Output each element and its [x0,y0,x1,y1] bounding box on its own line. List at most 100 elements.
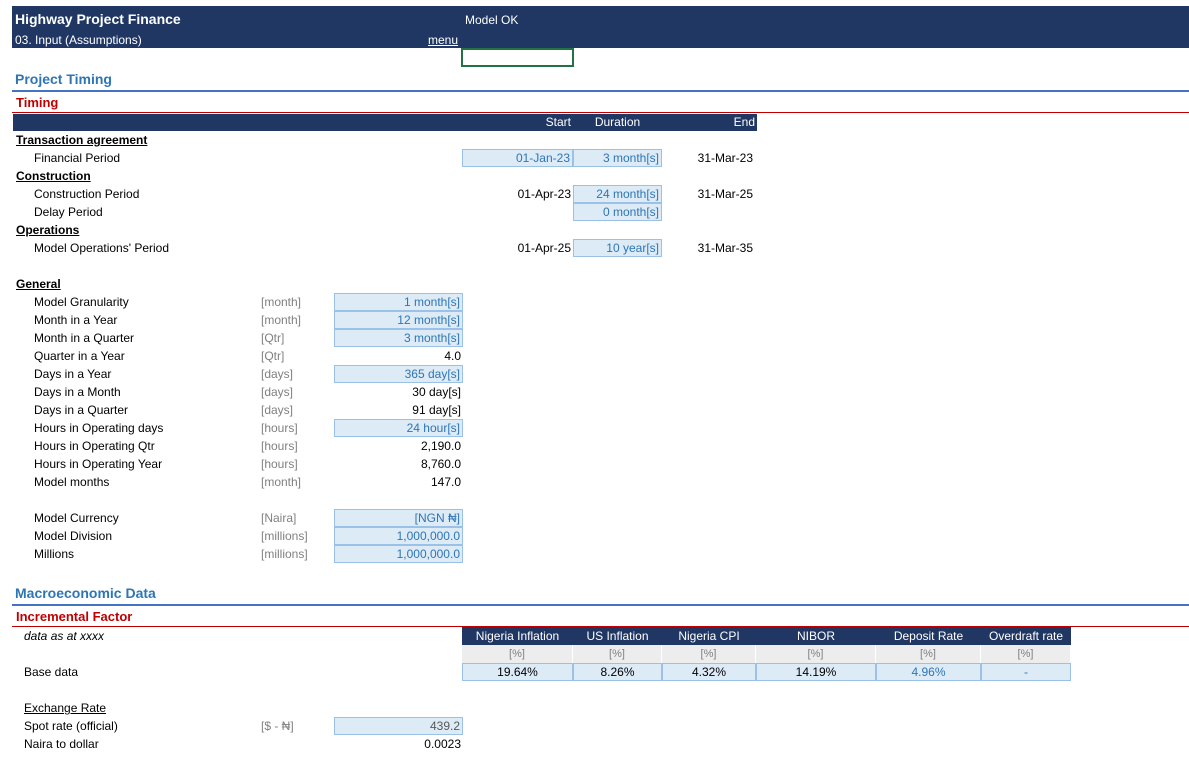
row-unit: [millions] [261,529,308,543]
row-value: 4.0 [444,349,461,363]
timing-end: 31-Mar-25 [697,187,753,201]
timing-start: 01-Apr-25 [517,241,571,255]
row-value: 8,760.0 [420,457,461,471]
timing-duration: 10 year[s] [573,239,662,257]
timing-duration: 24 month[s] [573,185,662,203]
row-label: Model Operations' Period [34,241,170,255]
row-unit: [Qtr] [261,331,285,345]
row-label: Hours in Operating Year [34,457,163,471]
macro-value: 8.26% [573,663,662,681]
row-label: Millions [34,547,75,561]
row-unit: [days] [261,385,294,399]
row-value: 1,000,000.0 [334,545,463,563]
selected-cell[interactable] [461,48,574,67]
row-value: 1,000,000.0 [334,527,463,545]
row-unit: [hours] [261,457,298,471]
row-label: Model Division [34,529,113,543]
sub-title: Timing [16,95,59,110]
macro-column: Deposit Rate [876,627,981,645]
row-value: 91 day[s] [412,403,461,417]
row-value: 439.2 [334,717,463,735]
row-unit: [hours] [261,421,298,435]
row-label: Financial Period [34,151,121,165]
menu-link[interactable]: menu [428,33,459,47]
group-heading: Transaction agreement [16,133,148,147]
row-value: 365 day[s] [334,365,463,383]
title: Highway Project Finance [15,11,181,27]
row-label: Hours in Operating days [34,421,164,435]
section-rule [12,90,1189,92]
row-label: Hours in Operating Qtr [34,439,155,453]
macro-unit: [%] [756,645,876,663]
group-heading: Exchange Rate [24,701,107,715]
row-value: 12 month[s] [334,311,463,329]
macro-column: Nigeria CPI [662,627,756,645]
macro-column: NIBOR [756,627,876,645]
row-label: Month in a Year [34,313,118,327]
row-label: Quarter in a Year [34,349,125,363]
macro-unit: [%] [573,645,662,663]
column-header: Start [545,115,571,129]
sub-title: Incremental Factor [16,609,133,624]
row-unit: [hours] [261,439,298,453]
timing-start: 01-Jan-23 [462,149,573,167]
note: data as at xxxx [24,629,105,643]
subtitle: 03. Input (Assumptions) [15,33,142,47]
row-label: Delay Period [34,205,103,219]
row-value: 0.0023 [424,737,461,751]
status: Model OK [465,13,519,27]
row-unit: [Naira] [261,511,297,525]
group-heading: Operations [16,223,80,237]
row-label: Naira to dollar [24,737,99,751]
timing-duration: 3 month[s] [573,149,662,167]
row-label: Model months [34,475,110,489]
row-label: Days in a Quarter [34,403,129,417]
group-heading: Construction [16,169,91,183]
macro-unit: [%] [462,645,573,663]
row-value: [NGN ₦] [334,509,463,527]
macro-column: US Inflation [573,627,662,645]
macro-unit: [%] [981,645,1071,663]
row-value: 2,190.0 [420,439,461,453]
column-header: End [733,115,755,129]
row-label: Spot rate (official) [24,719,118,733]
row-label: Base data [24,665,79,679]
row-value: 147.0 [430,475,461,489]
section-rule [12,604,1189,606]
row-unit: [days] [261,367,294,381]
macro-unit: [%] [876,645,981,663]
row-label: Construction Period [34,187,140,201]
row-label: Days in a Year [34,367,112,381]
row-label: Month in a Quarter [34,331,135,345]
macro-unit: [%] [662,645,756,663]
row-unit: [millions] [261,547,308,561]
row-unit: [$ - ₦] [261,719,294,733]
row-value: 30 day[s] [412,385,461,399]
macro-value: - [981,663,1071,681]
row-value: 24 hour[s] [334,419,463,437]
timing-start: 01-Apr-23 [517,187,571,201]
row-unit: [month] [261,475,302,489]
macro-value: 4.32% [662,663,756,681]
macro-value: 4.96% [876,663,981,681]
row-label: Model Granularity [34,295,129,309]
column-header: Duration [594,115,641,129]
section-title: Project Timing [15,71,112,87]
row-unit: [month] [261,313,302,327]
row-unit: [days] [261,403,294,417]
row-label: Model Currency [34,511,119,525]
section-title: Macroeconomic Data [15,585,156,601]
sub-rule [12,112,1189,113]
row-value: 1 month[s] [334,293,463,311]
row-label: Days in a Month [34,385,121,399]
timing-duration: 0 month[s] [573,203,662,221]
row-value: 3 month[s] [334,329,463,347]
macro-column: Overdraft rate [981,627,1071,645]
header-band [12,6,1189,48]
macro-column: Nigeria Inflation [462,627,573,645]
timing-end: 31-Mar-35 [697,241,753,255]
sub-rule [12,626,1189,627]
group-heading: General [16,277,61,291]
timing-end: 31-Mar-23 [697,151,753,165]
